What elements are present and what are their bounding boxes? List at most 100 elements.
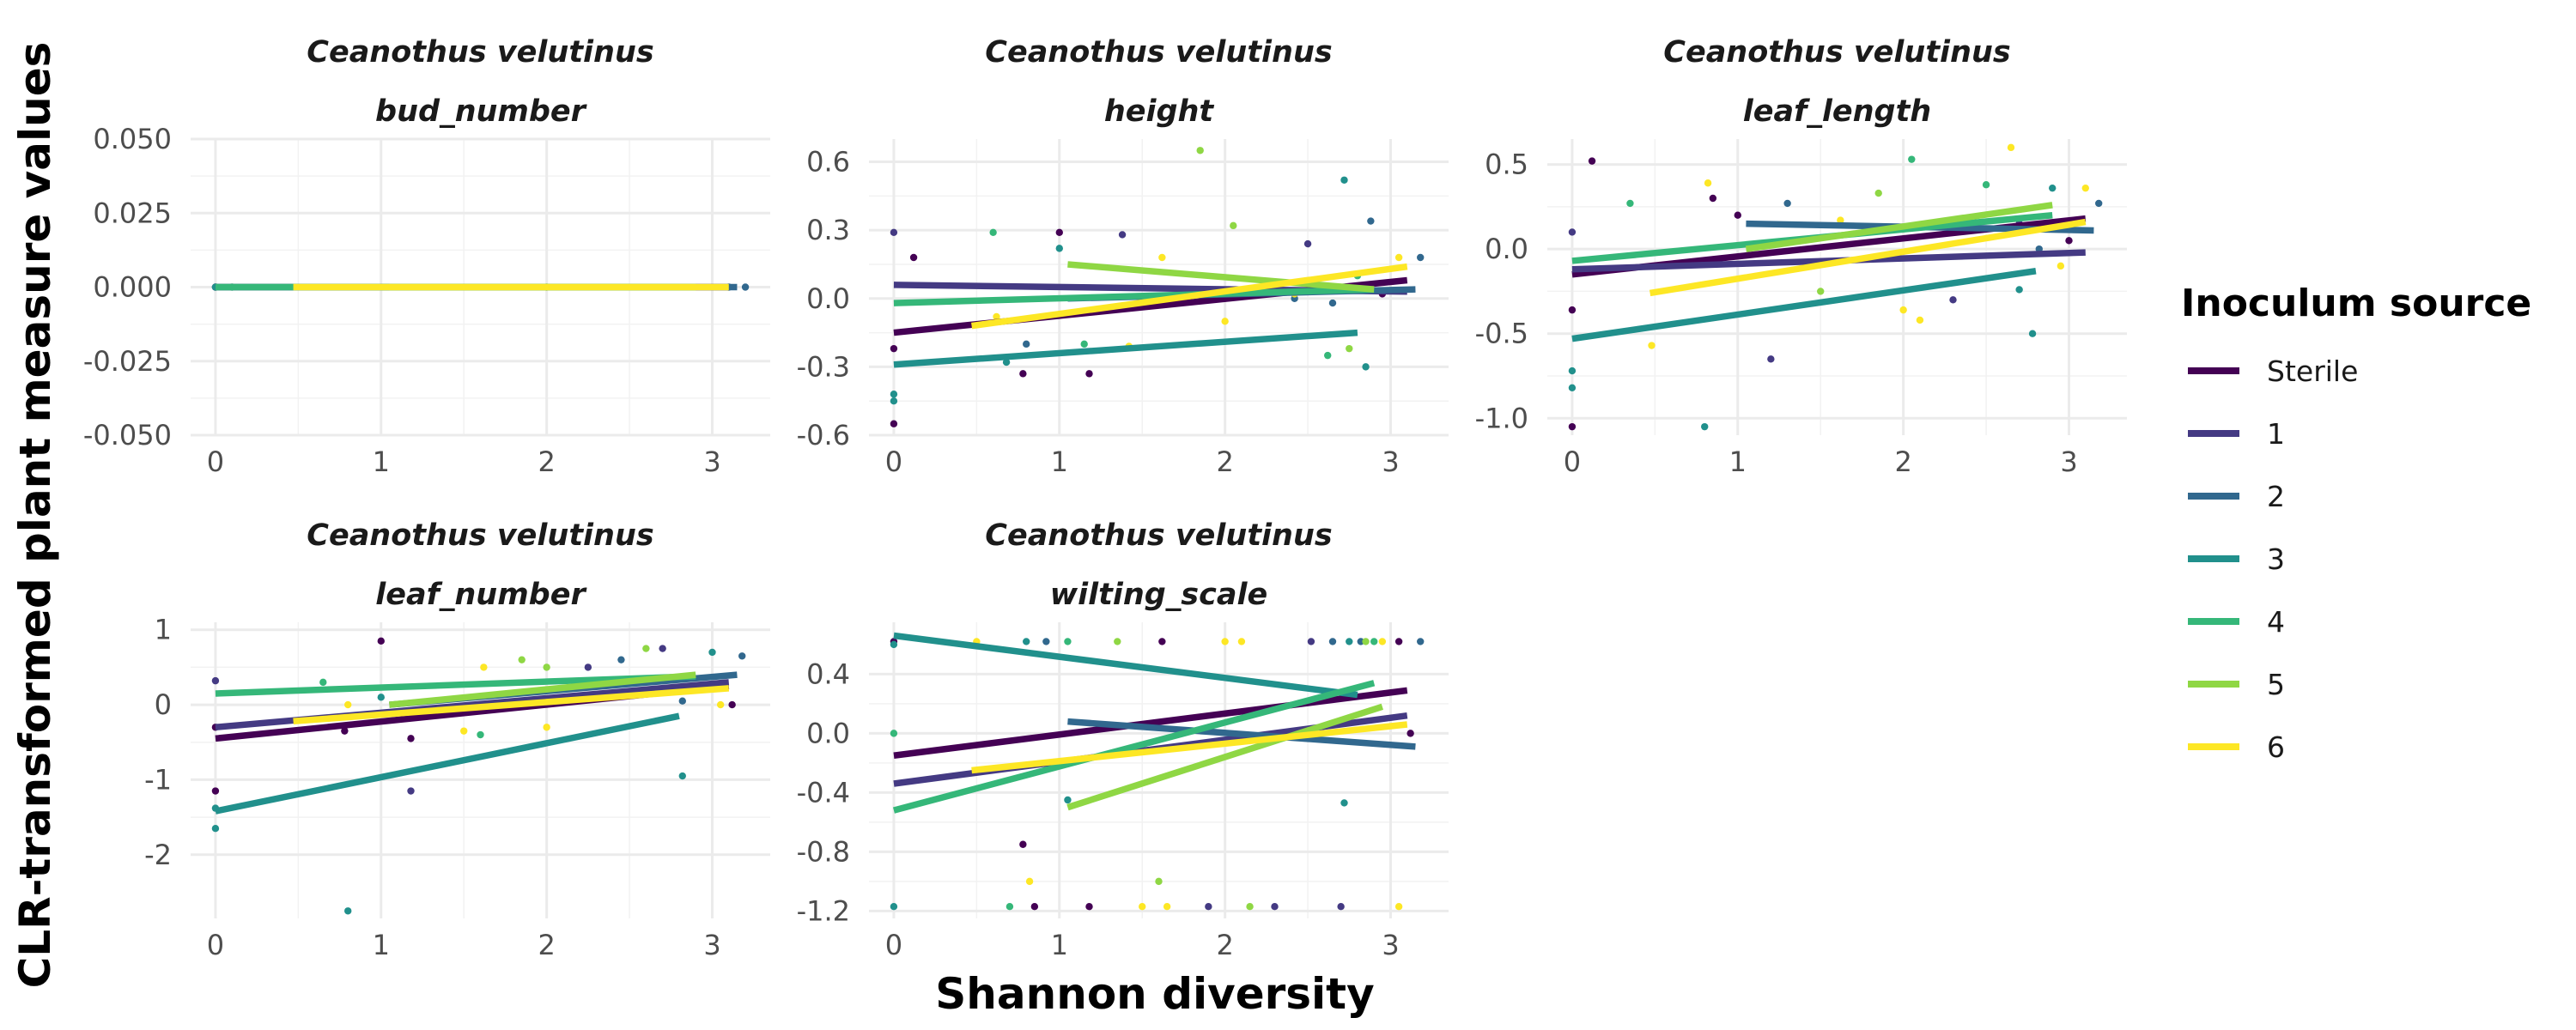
- data-point: [1055, 228, 1063, 237]
- trend-line: [893, 286, 1375, 306]
- regression-lines: [893, 261, 1416, 368]
- data-point: [1042, 638, 1050, 645]
- trend-line: [215, 712, 680, 815]
- y-tick-label: -0.4: [797, 776, 850, 809]
- y-tick-label: -0.050: [83, 419, 172, 451]
- facet-panel: Ceanothus velutinus height 0 1 2 3 0.6 0.3 0.0 -0…: [797, 35, 1449, 478]
- data-point: [1155, 877, 1163, 886]
- data-point: [728, 700, 736, 709]
- x-tick-label: 3: [2060, 445, 2077, 478]
- legend-item: 1: [2188, 417, 2285, 451]
- data-point: [1916, 316, 1924, 324]
- data-point: [1378, 638, 1387, 645]
- legend-label: 1: [2267, 417, 2285, 451]
- data-point: [678, 772, 686, 780]
- data-point: [1701, 422, 1709, 431]
- x-tick-label: 2: [1216, 929, 1233, 961]
- facet-panel: Ceanothus velutinus leaf_number 0 1 2 3 1 0 -1 -2: [144, 518, 770, 961]
- data-point: [1406, 730, 1414, 737]
- data-point: [377, 637, 385, 645]
- legend-item: 2: [2188, 480, 2285, 513]
- legend: Inoculum source Sterile 1 2 3 4 5 6: [2181, 282, 2531, 764]
- data-point: [890, 730, 898, 737]
- x-tick-label: 1: [1729, 445, 1747, 478]
- x-tick-label: 3: [703, 929, 720, 961]
- data-point: [1025, 877, 1034, 886]
- regression-lines: [1571, 202, 2094, 342]
- data-point: [344, 907, 352, 915]
- data-point: [1118, 231, 1127, 239]
- data-point: [407, 735, 415, 742]
- data-point: [1271, 903, 1279, 911]
- data-point: [890, 391, 898, 398]
- data-point: [2057, 262, 2065, 270]
- facet-title: Ceanothus velutinus: [307, 35, 653, 70]
- data-point: [1626, 199, 1634, 208]
- data-point: [341, 727, 349, 735]
- trend-line: [215, 673, 696, 697]
- data-point: [890, 228, 898, 237]
- legend-item: 5: [2188, 668, 2285, 701]
- data-point: [1837, 216, 1844, 224]
- trend-line: [971, 263, 1408, 330]
- data-point: [1767, 355, 1775, 363]
- y-tick-label: 0.5: [1485, 148, 1528, 181]
- data-point: [1328, 638, 1337, 645]
- data-point: [1362, 363, 1370, 371]
- data-point: [1568, 422, 1577, 431]
- y-tick-label: -1: [144, 763, 172, 796]
- y-tick-label: 0.3: [806, 214, 850, 246]
- y-tick-label: 0.0: [1485, 233, 1528, 265]
- trend-line: [293, 685, 730, 725]
- facet-subtitle: leaf_number: [375, 578, 587, 612]
- data-point: [1019, 840, 1027, 848]
- data-point: [2007, 143, 2015, 152]
- data-point: [890, 420, 898, 427]
- data-point: [1340, 176, 1348, 184]
- y-tick-label: -1.2: [797, 894, 850, 927]
- x-tick-label: 0: [1564, 445, 1581, 478]
- x-tick-label: 2: [538, 929, 555, 961]
- data-point: [1163, 903, 1171, 911]
- data-point: [1030, 903, 1039, 911]
- data-point: [460, 727, 468, 735]
- trend-line: [971, 721, 1408, 774]
- data-point: [584, 663, 592, 671]
- data-point: [909, 253, 918, 262]
- y-tick-label: -0.3: [797, 350, 850, 383]
- data-point: [1982, 181, 1990, 189]
- y-tick-label: -0.8: [797, 835, 850, 868]
- data-point: [738, 652, 746, 660]
- data-point: [1337, 903, 1345, 911]
- data-point: [1417, 638, 1425, 645]
- data-point: [1394, 638, 1403, 645]
- data-point: [1568, 306, 1577, 314]
- data-point: [617, 656, 625, 663]
- data-point: [1303, 239, 1312, 248]
- legend-label: 5: [2267, 668, 2285, 701]
- x-tick-label: 2: [538, 445, 555, 478]
- data-point: [1328, 299, 1337, 307]
- data-point: [1704, 179, 1712, 187]
- data-point: [1064, 638, 1072, 645]
- data-point: [642, 645, 650, 652]
- trend-line: [892, 680, 1376, 814]
- data-point: [716, 700, 725, 709]
- points: [890, 638, 1425, 911]
- data-point: [1196, 147, 1204, 154]
- gridlines: [1547, 139, 2127, 435]
- x-tick-label: 3: [1382, 929, 1399, 961]
- data-point: [2095, 199, 2103, 208]
- data-point: [1357, 638, 1364, 645]
- facet-panel: Ceanothus velutinus leaf_length 0 1 2 3 0.5 0.0…: [1475, 35, 2127, 478]
- regression-lines: [892, 632, 1416, 814]
- trend-line: [893, 632, 1358, 699]
- data-point: [1346, 638, 1353, 645]
- data-point: [1340, 799, 1348, 807]
- gridlines: [191, 622, 770, 918]
- y-tick-label: 1: [155, 614, 172, 646]
- data-point: [1002, 358, 1011, 367]
- data-point: [1023, 638, 1030, 645]
- data-point: [678, 697, 686, 705]
- trend-line: [1067, 718, 1416, 750]
